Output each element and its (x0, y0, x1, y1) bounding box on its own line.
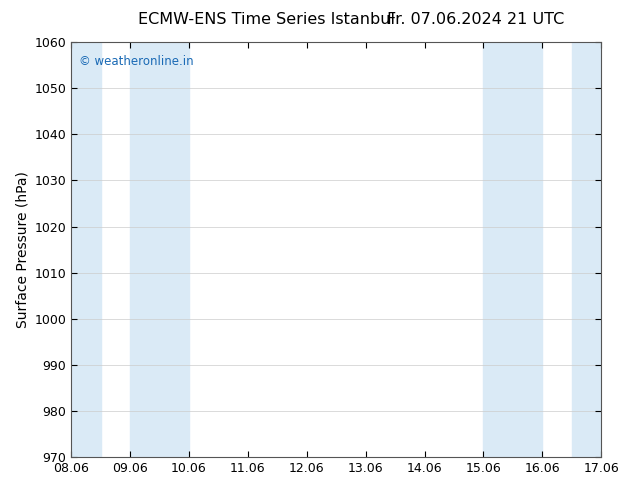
Y-axis label: Surface Pressure (hPa): Surface Pressure (hPa) (15, 171, 29, 328)
Bar (71, 42, 101, 457)
Bar (130, 42, 189, 457)
Bar (572, 42, 601, 457)
Text: ECMW-ENS Time Series Istanbul: ECMW-ENS Time Series Istanbul (138, 12, 395, 27)
Bar (483, 42, 542, 457)
Text: Fr. 07.06.2024 21 UTC: Fr. 07.06.2024 21 UTC (387, 12, 564, 27)
Text: © weatheronline.in: © weatheronline.in (79, 54, 194, 68)
